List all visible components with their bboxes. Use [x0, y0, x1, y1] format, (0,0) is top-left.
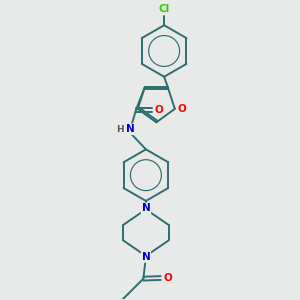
Text: O: O	[177, 104, 186, 114]
Text: O: O	[154, 105, 163, 115]
Text: N: N	[142, 252, 150, 262]
Text: H: H	[116, 125, 124, 134]
Text: N: N	[142, 203, 150, 213]
Text: N: N	[126, 124, 135, 134]
Text: O: O	[163, 273, 172, 283]
Text: Cl: Cl	[158, 4, 170, 14]
